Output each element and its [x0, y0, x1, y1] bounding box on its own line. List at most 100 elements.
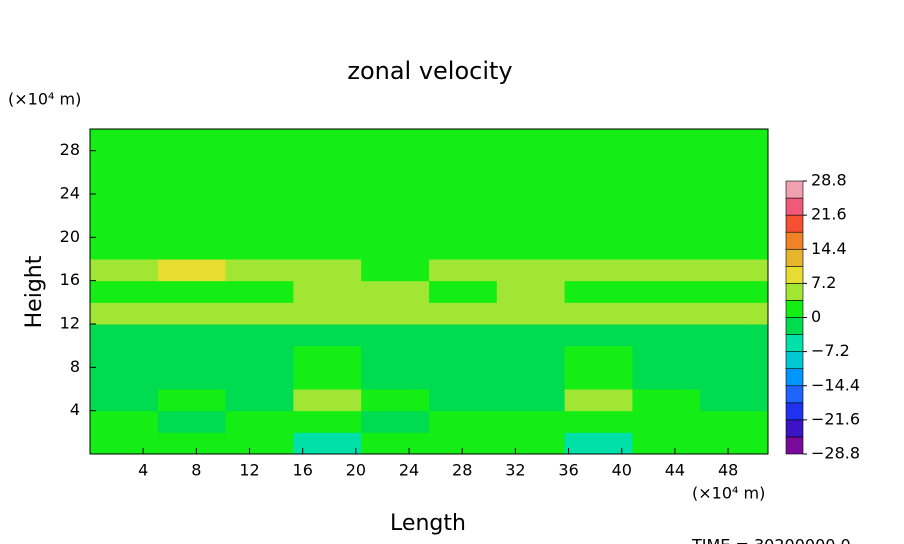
cell — [90, 389, 159, 412]
colorbar-label: 28.8 — [811, 171, 847, 190]
colorbar-label: 7.2 — [811, 273, 836, 292]
cell — [700, 172, 769, 195]
cell — [157, 150, 227, 173]
x-tick-label: 32 — [505, 461, 525, 480]
cell — [700, 280, 769, 303]
cell — [700, 259, 769, 282]
cell — [361, 389, 430, 412]
cell — [361, 302, 430, 325]
cell — [293, 172, 362, 195]
cell — [293, 194, 362, 217]
cell — [361, 215, 430, 238]
cell — [429, 215, 498, 238]
cell — [700, 150, 769, 173]
cell — [225, 324, 294, 347]
cell — [157, 389, 227, 412]
colorbar-box — [785, 248, 804, 267]
cell — [225, 389, 294, 412]
x-tick-label: 8 — [191, 461, 201, 480]
y-tick-label: 8 — [70, 357, 80, 376]
cell — [496, 215, 566, 238]
cell — [225, 259, 294, 282]
y-tick-label: 20 — [60, 227, 80, 246]
cell — [225, 302, 294, 325]
cell — [564, 410, 633, 433]
colorbar-label: −14.4 — [811, 375, 860, 394]
cell — [429, 237, 498, 260]
x-tick-label: 12 — [239, 461, 259, 480]
cell — [429, 367, 498, 390]
cell — [361, 237, 430, 260]
cell — [632, 280, 701, 303]
x-tick-label: 48 — [718, 461, 738, 480]
cell — [225, 194, 294, 217]
cell — [293, 432, 362, 455]
cell — [157, 280, 227, 303]
cell — [157, 129, 227, 152]
colorbar-box — [785, 300, 804, 318]
cell — [90, 194, 159, 217]
x-tick-label: 44 — [665, 461, 685, 480]
colorbar-box — [785, 266, 804, 284]
cell — [90, 280, 159, 303]
cell — [157, 345, 227, 368]
cell — [496, 194, 566, 217]
x-tick-label: 40 — [612, 461, 632, 480]
cell — [632, 367, 701, 390]
cell — [157, 259, 227, 282]
cell — [429, 129, 498, 152]
colorbar-box — [785, 368, 804, 387]
cell — [632, 259, 701, 282]
cell — [90, 324, 159, 347]
cell — [632, 237, 701, 260]
cell — [293, 410, 362, 433]
colorbar-box — [785, 197, 804, 216]
cell — [496, 302, 566, 325]
cell — [157, 410, 227, 433]
cell — [496, 172, 566, 195]
cell — [429, 150, 498, 173]
cell — [632, 129, 701, 152]
x-tick-label: 28 — [452, 461, 472, 480]
cell — [225, 129, 294, 152]
cell — [225, 237, 294, 260]
cell — [293, 129, 362, 152]
chart-title: zonal velocity — [347, 57, 512, 85]
y-tick-label: 28 — [60, 140, 80, 159]
cell — [496, 237, 566, 260]
colorbar-box — [785, 283, 804, 301]
cell — [496, 150, 566, 173]
colorbar-label: 21.6 — [811, 205, 847, 224]
cell — [293, 259, 362, 282]
cell — [700, 389, 769, 412]
x-tick-label: 24 — [399, 461, 419, 480]
cell — [564, 389, 633, 412]
cell — [429, 259, 498, 282]
colorbar-label: 14.4 — [811, 239, 847, 258]
colorbar-box — [785, 231, 804, 250]
cell — [157, 215, 227, 238]
cell — [225, 280, 294, 303]
cell — [700, 367, 769, 390]
cell — [496, 389, 566, 412]
cell — [361, 172, 430, 195]
cell — [361, 432, 430, 455]
cell — [157, 302, 227, 325]
cell — [225, 150, 294, 173]
x-tick-label: 16 — [293, 461, 313, 480]
cell — [157, 237, 227, 260]
cell — [225, 215, 294, 238]
cell — [564, 237, 633, 260]
cell — [564, 302, 633, 325]
cell — [632, 389, 701, 412]
cell — [700, 324, 769, 347]
cell — [496, 410, 566, 433]
cell — [496, 129, 566, 152]
cell — [90, 259, 159, 282]
cell — [700, 345, 769, 368]
cell — [429, 280, 498, 303]
colorbar-label: −28.8 — [811, 444, 860, 463]
colorbar-box — [785, 419, 804, 438]
cell — [157, 324, 227, 347]
